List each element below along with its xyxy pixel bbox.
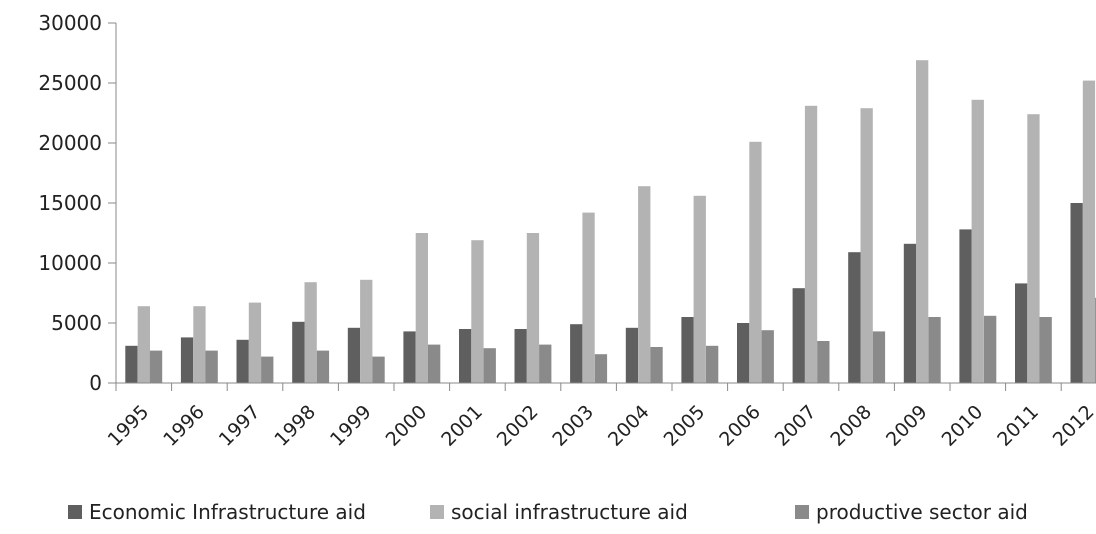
bar-productive-2003	[594, 354, 608, 383]
bar-productive-2008	[872, 331, 886, 383]
y-tick-label: 25000	[38, 71, 102, 95]
bar-social-2012	[1082, 80, 1096, 383]
bar-social-1996	[193, 306, 206, 383]
bar-social-2003	[582, 212, 595, 383]
bar-economic-2005	[681, 317, 694, 383]
x-tick-label-1998: 1998	[270, 401, 320, 451]
x-tick-label-1997: 1997	[215, 401, 265, 451]
bar-social-2004	[638, 186, 651, 383]
bar-economic-2004	[625, 327, 639, 383]
x-tick-label-2009: 2009	[882, 401, 932, 451]
x-tick-label-2011: 2011	[993, 401, 1043, 451]
bar-economic-2008	[848, 252, 861, 383]
x-tick-label-1996: 1996	[159, 401, 209, 451]
bar-economic-2012	[1070, 203, 1083, 383]
bar-economic-1996	[180, 337, 194, 383]
legend-swatch-social	[430, 505, 444, 519]
bar-productive-2006	[761, 330, 774, 383]
x-tick-label-2003: 2003	[548, 401, 598, 451]
x-tick-label-2005: 2005	[660, 401, 710, 451]
bar-economic-2000	[403, 331, 416, 383]
bar-economic-1995	[125, 345, 138, 383]
bar-social-1997	[248, 302, 262, 383]
bar-economic-2011	[1015, 283, 1028, 383]
bar-social-1995	[137, 306, 150, 383]
bar-productive-2000	[428, 344, 441, 383]
bar-social-1998	[304, 282, 317, 383]
bar-productive-2004	[650, 347, 663, 383]
legend-label-productive: productive sector aid	[816, 500, 1028, 524]
bar-productive-2009	[928, 317, 941, 383]
bar-social-2006	[749, 141, 762, 383]
bar-social-2005	[693, 195, 706, 383]
bar-productive-2005	[706, 345, 719, 383]
x-tick-label-2010: 2010	[938, 401, 988, 451]
bar-social-2007	[804, 105, 818, 384]
axes-group	[115, 23, 1096, 384]
x-tick-label-2001: 2001	[437, 401, 487, 451]
bar-social-2010	[971, 99, 984, 384]
bar-social-2000	[415, 233, 428, 383]
bar-productive-1999	[372, 356, 385, 383]
x-tick-label-2012: 2012	[1049, 401, 1096, 451]
x-tick-label-2006: 2006	[715, 401, 765, 451]
bar-social-2009	[916, 60, 929, 383]
bar-economic-2007	[792, 288, 805, 383]
y-tick-label: 5000	[51, 311, 102, 335]
bar-productive-1997	[261, 356, 274, 383]
bar-productive-2001	[483, 348, 496, 383]
bar-social-1999	[360, 279, 373, 383]
legend-swatch-economic	[68, 505, 82, 519]
bars-group	[125, 60, 1096, 384]
legend-label-economic: Economic Infrastructure aid	[89, 500, 366, 524]
bar-economic-2010	[959, 229, 972, 383]
x-tick-label-2004: 2004	[604, 401, 654, 451]
bar-productive-2011	[1039, 317, 1052, 383]
bar-productive-1998	[316, 350, 330, 383]
y-tick-label: 15000	[38, 191, 102, 215]
x-tick-label-2000: 2000	[382, 401, 432, 451]
x-axis-ticks: 1995 1996 1997 1998 1999 2000 2001 2002 2003 2004…	[104, 383, 1096, 451]
bar-productive-1996	[205, 350, 218, 383]
bar-economic-2001	[459, 329, 472, 383]
y-tick-label: 10000	[38, 251, 102, 275]
bar-economic-2006	[737, 323, 750, 383]
bar-social-2001	[471, 240, 484, 383]
y-tick-label: 20000	[38, 131, 102, 155]
bar-productive-1995	[149, 350, 163, 383]
y-axis-ticks: 0 5000 10000 15000 20000 25000 30000	[38, 11, 116, 395]
bar-social-2002	[526, 233, 540, 383]
bar-economic-2009	[903, 243, 917, 383]
y-tick-label: 0	[89, 371, 102, 395]
bar-economic-1998	[292, 321, 305, 383]
bar-productive-2002	[539, 344, 552, 383]
bar-economic-2003	[570, 324, 583, 383]
x-tick-label-1999: 1999	[326, 401, 376, 451]
legend: Economic Infrastructure aid social infras…	[68, 500, 1028, 524]
bar-productive-2010	[984, 315, 997, 383]
y-tick-label: 30000	[38, 11, 102, 35]
x-tick-label-2008: 2008	[826, 401, 876, 451]
legend-swatch-productive	[795, 505, 809, 519]
bar-social-2011	[1027, 114, 1040, 383]
bar-social-2008	[860, 108, 873, 383]
bar-economic-1999	[347, 327, 361, 383]
x-tick-label-2007: 2007	[771, 401, 821, 451]
x-tick-label-2002: 2002	[493, 401, 543, 451]
legend-label-social: social infrastructure aid	[451, 500, 688, 524]
bar-productive-2007	[817, 341, 830, 383]
bar-economic-2002	[514, 329, 527, 383]
x-tick-label-1995: 1995	[104, 401, 154, 451]
bar-economic-1997	[236, 339, 249, 383]
